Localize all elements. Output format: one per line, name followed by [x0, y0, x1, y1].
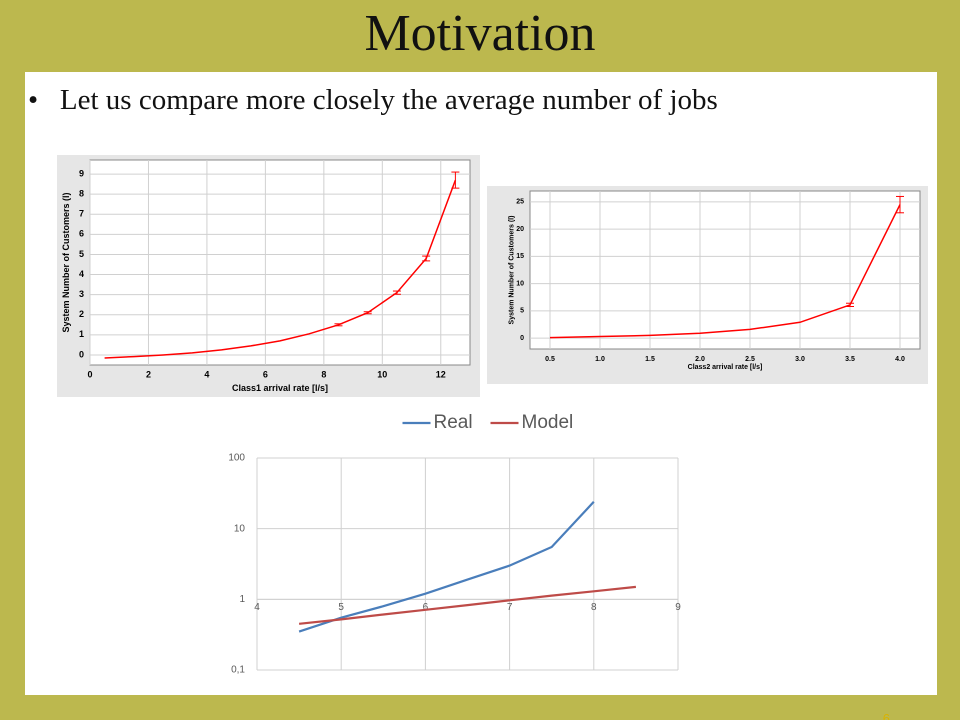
x-tick-label: 3.5	[845, 356, 855, 363]
y-tick-label: 2	[79, 309, 84, 319]
x-tick-label: 6	[263, 369, 268, 379]
error-bar	[422, 255, 431, 262]
series-line	[298, 585, 637, 625]
series-line	[549, 204, 901, 339]
x-tick-label: 7	[507, 602, 513, 613]
x-tick-label: 3.0	[795, 356, 805, 363]
y-tick-label: 9	[79, 168, 84, 178]
plot-area	[257, 458, 678, 670]
x-tick-label: 5	[338, 602, 344, 613]
x-tick-label: 9	[675, 602, 681, 613]
y-tick-label: 10	[234, 523, 246, 534]
x-tick-label: 1.0	[595, 356, 605, 363]
plot-area	[89, 159, 471, 366]
x-tick-label: 2	[146, 369, 151, 379]
y-axis-label: System Number of Customers (l)	[61, 192, 71, 332]
y-tick-label: 25	[516, 199, 524, 206]
x-tick-label: 6	[423, 602, 429, 613]
error-bar	[451, 171, 460, 189]
legend-label: Real	[434, 412, 473, 433]
bullet: • Let us compare more closely the averag…	[28, 84, 718, 116]
y-tick-label: 3	[79, 289, 84, 299]
y-tick-label: 5	[520, 308, 524, 315]
x-tick-label: 1.5	[645, 356, 655, 363]
slide-title: Motivation	[364, 5, 596, 62]
error-bar	[846, 302, 854, 308]
x-tick-label: 4.0	[895, 356, 905, 363]
x-tick-label: 4	[254, 602, 260, 613]
y-tick-label: 0,1	[231, 665, 245, 676]
x-tick-label: 8	[321, 369, 326, 379]
x-tick-label: 0	[87, 369, 92, 379]
plot-area	[529, 190, 921, 350]
error-bar	[363, 311, 372, 315]
y-tick-label: 4	[79, 269, 84, 279]
y-tick-label: 100	[228, 453, 245, 464]
y-tick-label: 8	[79, 189, 84, 199]
y-tick-label: 0	[79, 349, 84, 359]
page-number: 6	[882, 711, 890, 720]
x-tick-label: 10	[377, 369, 387, 379]
x-tick-label: 8	[591, 602, 597, 613]
y-tick-label: 15	[516, 253, 524, 260]
y-tick-label: 5	[79, 249, 84, 259]
x-axis-label: Class2 arrival rate [l/s]	[688, 364, 763, 371]
series-line	[298, 501, 595, 633]
bullet-text: Let us compare more closely the average …	[59, 84, 718, 116]
y-tick-label: 20	[516, 226, 524, 233]
legend-label: Model	[522, 412, 574, 433]
y-axis-label: System Number of Customers (l)	[509, 216, 516, 325]
y-tick-label: 1	[79, 329, 84, 339]
y-tick-label: 6	[79, 229, 84, 239]
x-tick-label: 12	[436, 369, 446, 379]
x-axis-label: Class1 arrival rate [l/s]	[232, 383, 328, 393]
x-tick-label: 2.5	[745, 356, 755, 363]
error-bar	[896, 195, 904, 214]
x-tick-label: 4	[204, 369, 209, 379]
x-tick-label: 2.0	[695, 356, 705, 363]
x-tick-label: 0.5	[545, 356, 555, 363]
y-tick-label: 7	[79, 209, 84, 219]
error-bar	[334, 323, 343, 327]
error-bar	[392, 290, 401, 295]
y-tick-label: 1	[239, 594, 245, 605]
y-tick-label: 10	[516, 280, 524, 287]
y-tick-label: 0	[520, 335, 524, 342]
